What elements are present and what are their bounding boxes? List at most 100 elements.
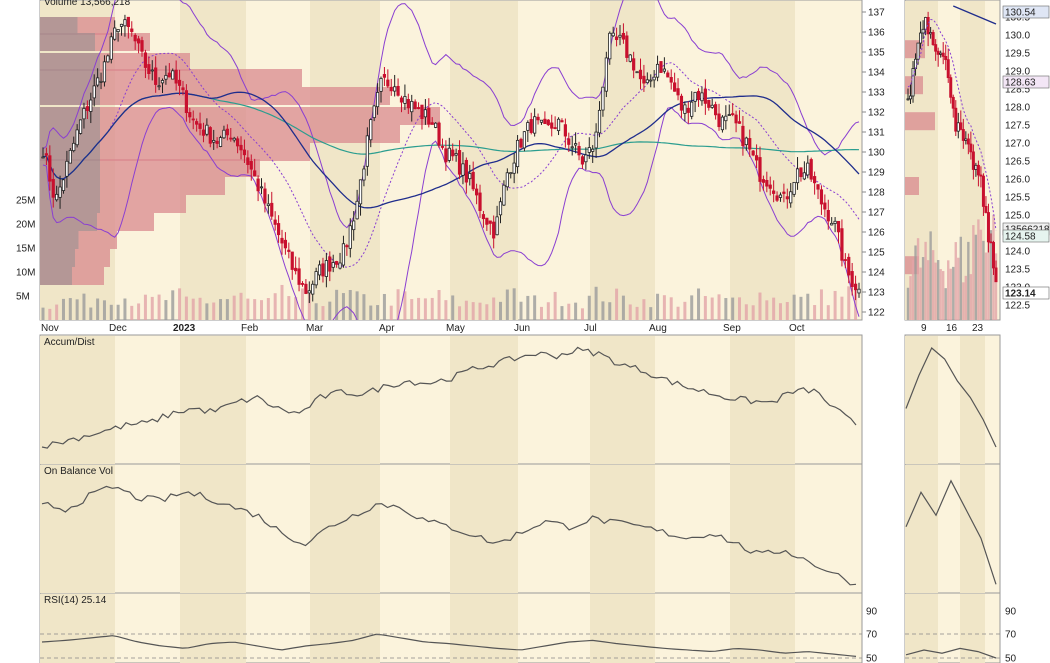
zoom-volume-bar <box>984 252 988 320</box>
x-tick-label: Oct <box>789 323 805 334</box>
candle-body <box>307 290 311 294</box>
candle-body <box>655 63 660 78</box>
candle-body <box>123 19 127 27</box>
candle-body <box>492 221 496 239</box>
volume-bar <box>355 291 359 320</box>
zoom-candle-body <box>991 242 995 269</box>
candle-body <box>246 157 250 165</box>
month-band <box>180 465 246 593</box>
candle-body <box>761 179 766 183</box>
month-band <box>180 594 246 663</box>
candle-body <box>560 120 564 123</box>
candle-body <box>362 168 366 181</box>
zoom-x-tick-label: 16 <box>946 323 958 334</box>
candle-body <box>563 124 567 137</box>
candle-body <box>72 142 76 152</box>
volume-bar <box>785 302 789 320</box>
zoom-band <box>905 594 938 663</box>
candle-body <box>242 149 247 156</box>
bollinger-upper <box>42 0 860 229</box>
volume-bar <box>567 303 571 320</box>
zoom-y-tick-label: 129.5 <box>1005 48 1030 59</box>
candle-body <box>136 38 141 44</box>
volume-bar <box>580 308 584 320</box>
candle-body <box>789 191 793 204</box>
volume-bar <box>649 307 653 320</box>
zoom-candle-body <box>961 129 965 141</box>
volume-bar <box>307 293 311 320</box>
candle-body <box>266 203 270 207</box>
profile-bar-gray <box>40 177 100 195</box>
candle-body <box>505 172 509 188</box>
candle-body <box>611 32 615 37</box>
candle-body <box>778 194 783 198</box>
candle-body <box>280 237 284 244</box>
candle-body <box>850 271 854 288</box>
overlay-lines <box>42 0 860 320</box>
candle-body <box>106 55 110 63</box>
zoom-ma-short <box>953 5 997 25</box>
candle-body <box>102 61 107 83</box>
candle-body <box>160 80 165 84</box>
candle-body <box>58 186 62 198</box>
x-tick-label: Sep <box>723 323 741 334</box>
volume-bar <box>697 288 701 320</box>
candle-body <box>369 119 373 141</box>
obv-title: On Balance Vol <box>44 466 113 477</box>
candle-body <box>717 113 721 128</box>
zoom-candle-body <box>984 206 988 213</box>
volume-bar <box>676 306 680 320</box>
candle-body <box>382 74 387 78</box>
zoom-volume-bar <box>977 219 980 320</box>
volume-bar <box>574 302 578 320</box>
volume-bar <box>403 291 407 320</box>
volume-bar <box>348 290 352 320</box>
candle-body <box>481 214 486 220</box>
candle-body <box>485 217 489 225</box>
zoom-candle-body <box>931 32 935 45</box>
zoom-candle-body <box>981 175 985 207</box>
candle-body <box>546 119 550 126</box>
zoom-candle-body <box>929 32 933 35</box>
axes: Nov Dec 2023 Feb Mar Apr May Jun Jul Aug Sep Oct 137… <box>16 5 1050 663</box>
candle-body <box>78 119 83 134</box>
month-band <box>450 465 518 593</box>
candle-body <box>314 271 318 286</box>
candle-body <box>475 188 479 196</box>
ma-short <box>42 91 860 209</box>
volume-bar <box>61 298 65 320</box>
candle-body <box>744 137 748 146</box>
candle-body <box>317 264 322 276</box>
candle-body <box>853 283 858 291</box>
zoom-volume-bar <box>954 242 957 320</box>
month-band <box>40 594 115 663</box>
candle-body <box>635 71 639 74</box>
candle-body <box>85 106 89 111</box>
zoom-candle-body <box>971 151 975 170</box>
rsi-tick-label: 90 <box>866 607 878 618</box>
candle-body <box>714 104 718 116</box>
volume-bar <box>362 294 366 320</box>
price-badge-text: 130.54 <box>1005 8 1036 19</box>
volume-bar <box>253 299 257 320</box>
zoom-candle-body <box>924 17 928 30</box>
candle-body <box>522 131 527 149</box>
zoom-y-tick-label: 127.5 <box>1005 120 1030 131</box>
candle-body <box>785 196 789 200</box>
candle-body <box>587 147 591 153</box>
candle-body <box>427 107 431 125</box>
y-price-tick-label: 135 <box>868 48 885 59</box>
volume-bar <box>102 300 106 320</box>
zoom-volume-bar <box>982 240 985 320</box>
candle-body <box>724 115 728 122</box>
candle-body <box>126 16 130 27</box>
candle-body <box>311 283 315 295</box>
profile-bar-gray <box>40 159 100 177</box>
volume-bar <box>519 301 523 320</box>
candle-body <box>649 79 653 82</box>
zoom-candle-body <box>916 42 920 60</box>
zoom-volume-bar <box>911 259 915 320</box>
candle-body <box>526 122 530 131</box>
volume-bar <box>731 297 735 320</box>
candle-body <box>423 109 427 118</box>
